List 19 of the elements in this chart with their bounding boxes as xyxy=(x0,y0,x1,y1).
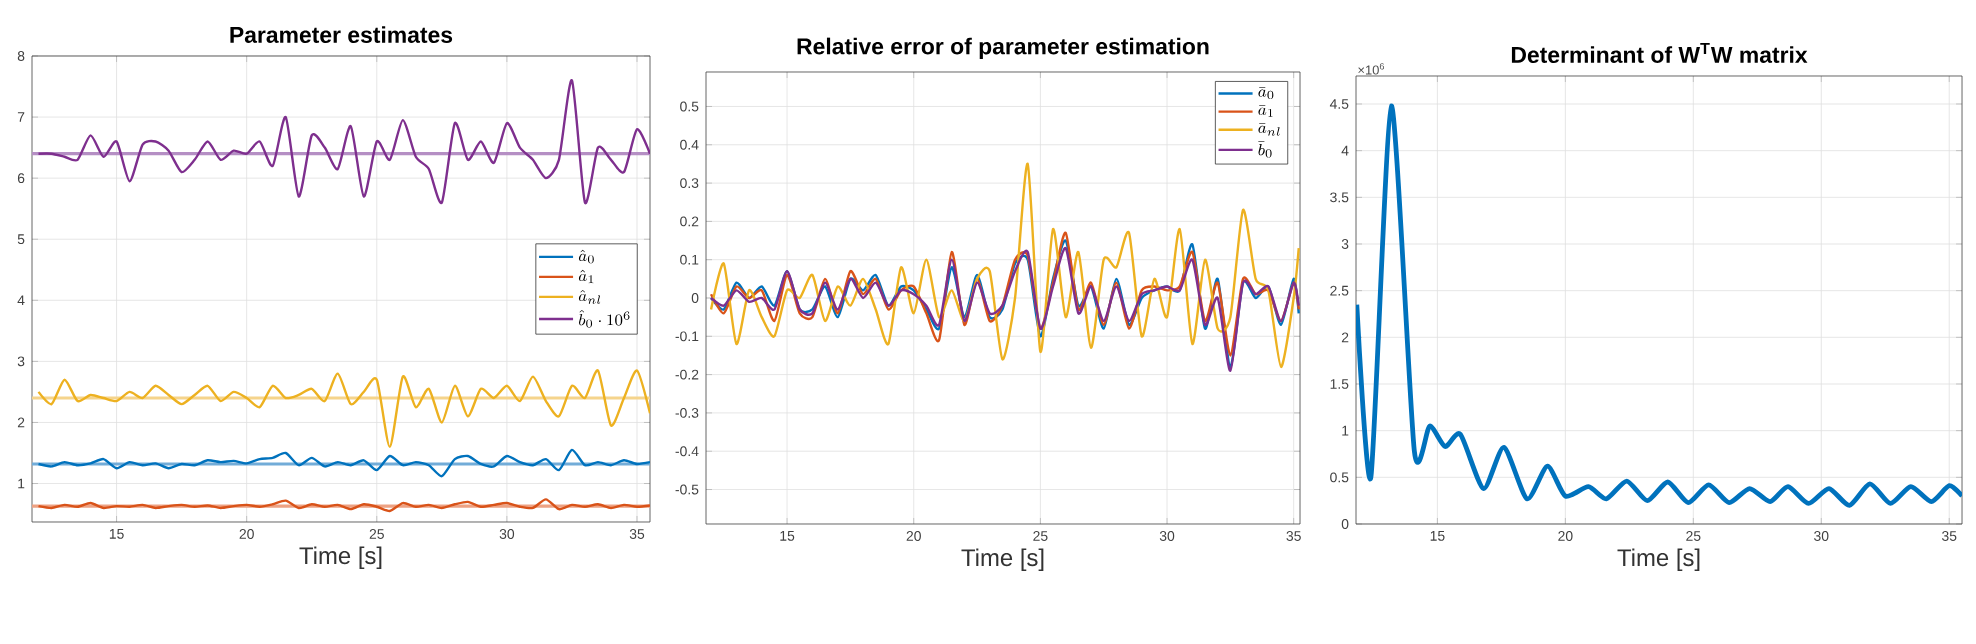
x-axis-title: Time [s] xyxy=(299,546,382,569)
line-series xyxy=(37,369,651,449)
chart-title: Relative error of parameter estimation xyxy=(797,37,1209,59)
line-series xyxy=(709,162,1300,369)
line-series xyxy=(37,79,651,204)
chart-title: Determinant of W$^{T}$W matrix xyxy=(1511,43,1808,63)
legend-label: $\hat{a}_{nl}$ xyxy=(578,289,601,304)
legend-label: $\bar{b}_0$ xyxy=(1258,141,1272,158)
legend-label: $\bar{a}_1$ xyxy=(1258,105,1273,117)
x-axis-title: Time [s] xyxy=(1617,548,1700,571)
legend-label: $\hat{a}_1$ xyxy=(578,269,594,284)
line-series xyxy=(37,448,651,478)
line-series xyxy=(1356,103,1963,508)
legend-label: $\hat{b}_0 \cdot 10^6$ xyxy=(579,309,630,328)
legend-label: $\bar{a}_0$ xyxy=(1258,87,1274,100)
x-axis-title: Time [s] xyxy=(961,548,1044,571)
chart-title: Parameter estimates xyxy=(230,26,453,43)
legend-label: $\bar{a}_{nl}$ xyxy=(1258,123,1280,136)
legend-label: $\hat{a}_0$ xyxy=(578,249,594,264)
